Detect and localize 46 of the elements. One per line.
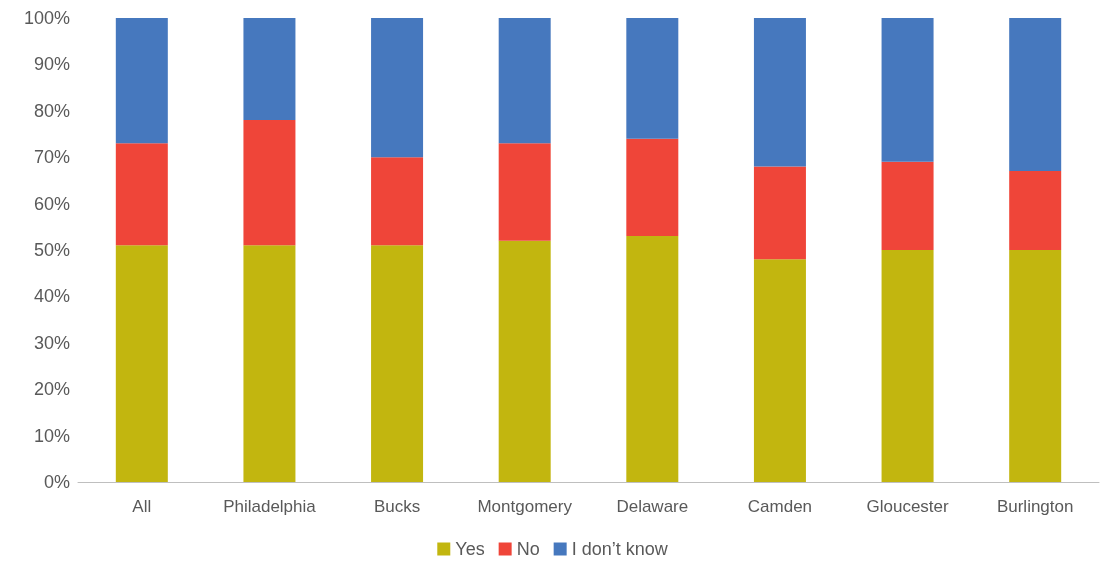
bar [1009, 171, 1062, 250]
legend-label: No [516, 539, 540, 559]
y-tick-label: 100% [23, 8, 70, 28]
x-tick-label: Burlington [996, 497, 1074, 516]
bar [626, 18, 679, 139]
y-tick-label: 90% [33, 54, 70, 75]
bar [115, 245, 168, 482]
bar [498, 143, 551, 241]
bar [371, 18, 424, 158]
legend-label: I don’t know [571, 539, 669, 559]
x-tick-label: All [132, 497, 152, 516]
bar [626, 236, 679, 482]
bar [115, 143, 168, 246]
y-tick-label: 60% [33, 193, 70, 214]
x-tick-label: Delaware [616, 497, 689, 516]
bar [243, 120, 296, 246]
bar [881, 250, 934, 482]
bar [1009, 18, 1062, 172]
bar [753, 18, 806, 167]
x-tick-label: Gloucester [866, 497, 949, 516]
bar [881, 18, 934, 162]
bar [371, 245, 424, 482]
bar [1009, 250, 1062, 482]
bar [753, 166, 806, 260]
x-tick-label: Montgomery [477, 497, 573, 516]
bar [498, 240, 551, 482]
x-tick-label: Philadelphia [223, 497, 317, 516]
bar [498, 18, 551, 144]
bar [881, 161, 934, 250]
y-tick-label: 70% [33, 147, 70, 168]
bar [243, 245, 296, 482]
bar [753, 259, 806, 482]
bar [626, 138, 679, 237]
x-tick-label: Camden [747, 497, 813, 516]
x-tick-label: Bucks [373, 497, 421, 516]
y-tick-label: 0% [43, 472, 70, 492]
legend-label: Yes [455, 539, 485, 559]
y-tick-label: 10% [33, 425, 70, 446]
bar [115, 18, 168, 144]
y-tick-label: 30% [33, 332, 70, 353]
bar [371, 157, 424, 246]
y-tick-label: 50% [33, 240, 70, 260]
y-tick-label: 20% [33, 379, 70, 400]
y-tick-label: 40% [33, 286, 70, 307]
bar [243, 18, 296, 121]
y-tick-label: 80% [33, 100, 70, 121]
